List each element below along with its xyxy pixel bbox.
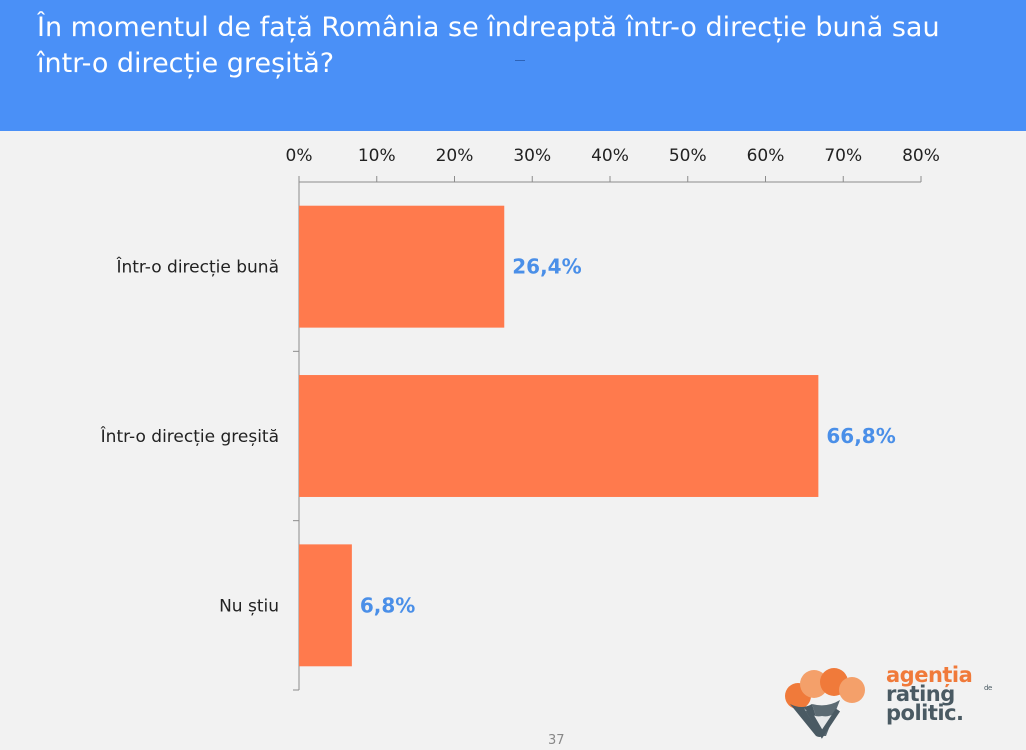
category-label: Într-o direcție greșită xyxy=(100,425,279,447)
bar xyxy=(299,205,505,328)
page-number: 37 xyxy=(548,733,565,748)
x-tick-label: 50% xyxy=(669,146,707,166)
logo-line-politic: politic. xyxy=(886,701,964,725)
x-tick-label: 20% xyxy=(436,146,474,166)
data-label: 66,8% xyxy=(826,424,895,448)
x-tick-label: 40% xyxy=(591,146,629,166)
agency-logo: agenția de rating politic. xyxy=(782,663,992,740)
bar xyxy=(299,375,819,497)
header-divider xyxy=(515,60,525,61)
question-title: În momentul de față România se îndreaptă… xyxy=(37,12,940,79)
header-banner: În momentul de față România se îndreaptă… xyxy=(0,0,1026,131)
data-label: 26,4% xyxy=(512,255,581,279)
x-tick-label: 0% xyxy=(286,146,313,166)
data-label: 6,8% xyxy=(360,593,415,617)
logo-line-agentia: agenția xyxy=(886,663,973,687)
category-label: Într-o direcție bună xyxy=(115,256,279,278)
x-tick-label: 80% xyxy=(902,146,940,166)
logo-line-rating: rating xyxy=(886,682,955,706)
x-tick-label: 60% xyxy=(747,146,785,166)
category-label: Nu știu xyxy=(219,596,279,616)
x-tick-label: 70% xyxy=(824,146,862,166)
logo-mark-icon xyxy=(785,668,865,739)
logo-wordmark: agenția de rating politic. xyxy=(886,663,992,725)
x-tick-label: 30% xyxy=(513,146,551,166)
logo-small-de: de xyxy=(984,684,992,692)
bar xyxy=(299,544,352,667)
x-tick-label: 10% xyxy=(358,146,396,166)
